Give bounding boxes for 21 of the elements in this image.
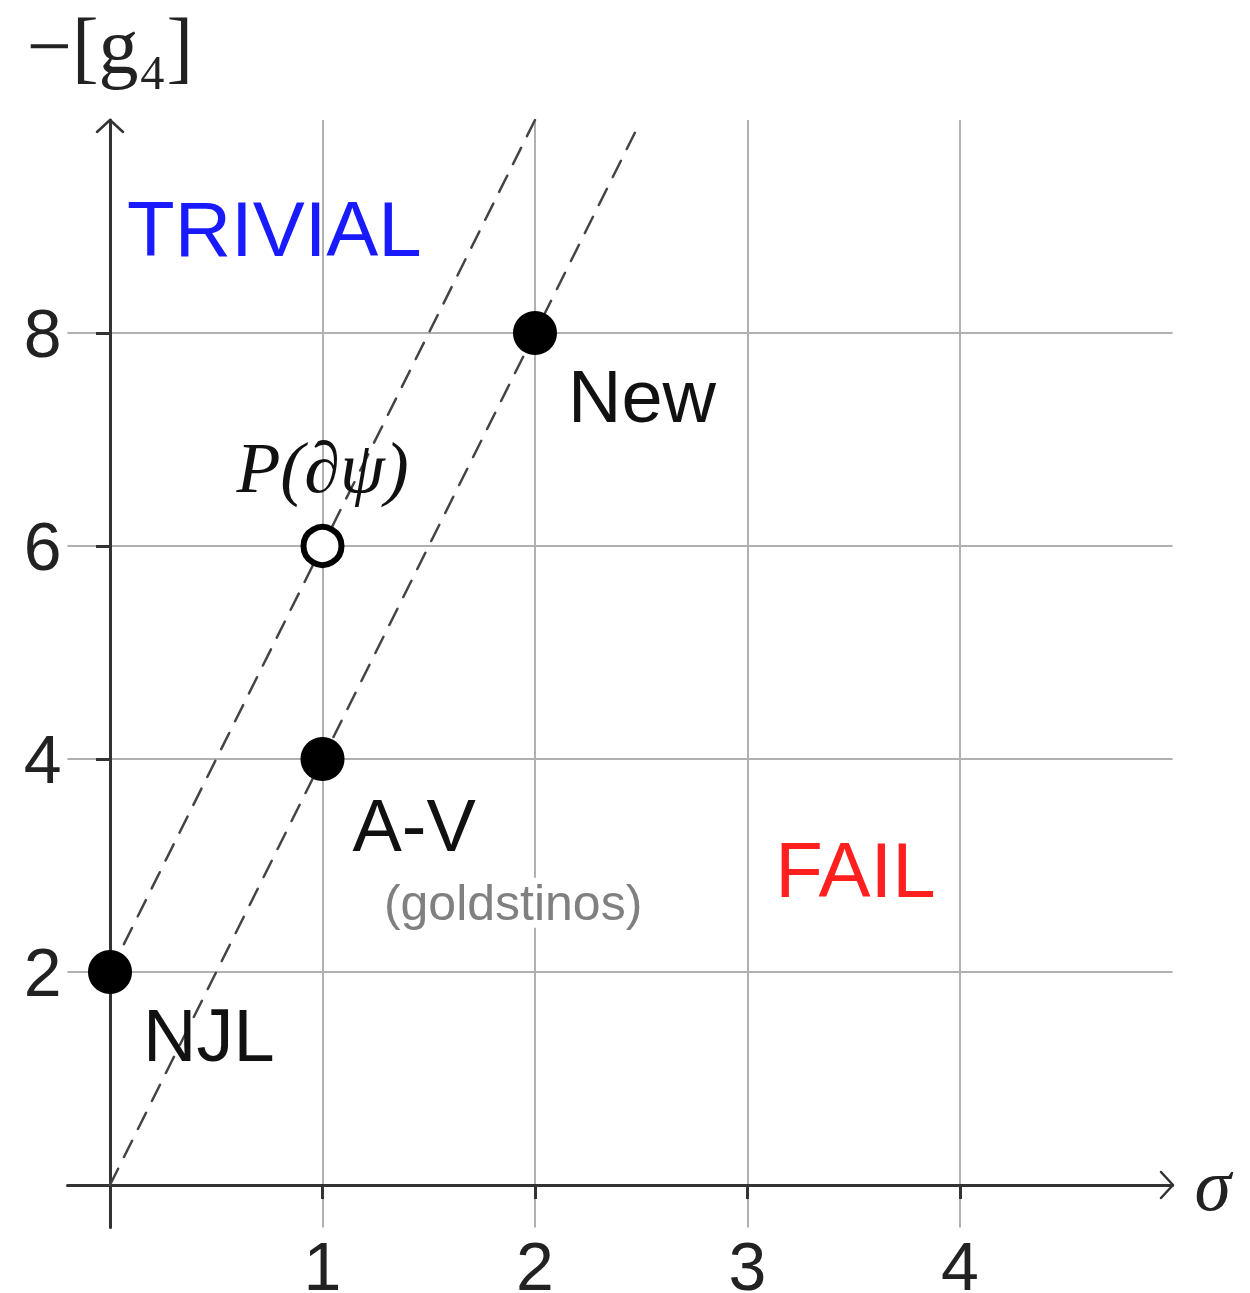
- point: [513, 311, 557, 355]
- point: [88, 950, 132, 994]
- annotation: (goldstinos): [383, 874, 643, 931]
- annotation: TRIVIAL: [127, 184, 422, 273]
- annotation: New: [568, 354, 717, 438]
- y-tick-label: 8: [23, 295, 62, 371]
- y-tick-label: 2: [23, 934, 62, 1010]
- y-tick-label: 4: [23, 721, 62, 797]
- x-axis-title: σ: [1194, 1144, 1234, 1226]
- annotation: NJL: [143, 993, 275, 1077]
- x-tick-label: 3: [728, 1227, 767, 1293]
- annotation: A-V: [352, 783, 477, 867]
- annotation: P(∂ψ): [235, 428, 409, 508]
- x-tick-label: 2: [516, 1227, 554, 1293]
- y-tick-label: 6: [23, 508, 62, 584]
- annotation: FAIL: [775, 825, 936, 914]
- x-tick-label: 1: [303, 1227, 342, 1293]
- y-axis-title: −[g₄]: [26, 2, 194, 90]
- x-tick-label: 4: [941, 1227, 979, 1293]
- point: [300, 737, 345, 781]
- point: [300, 524, 345, 568]
